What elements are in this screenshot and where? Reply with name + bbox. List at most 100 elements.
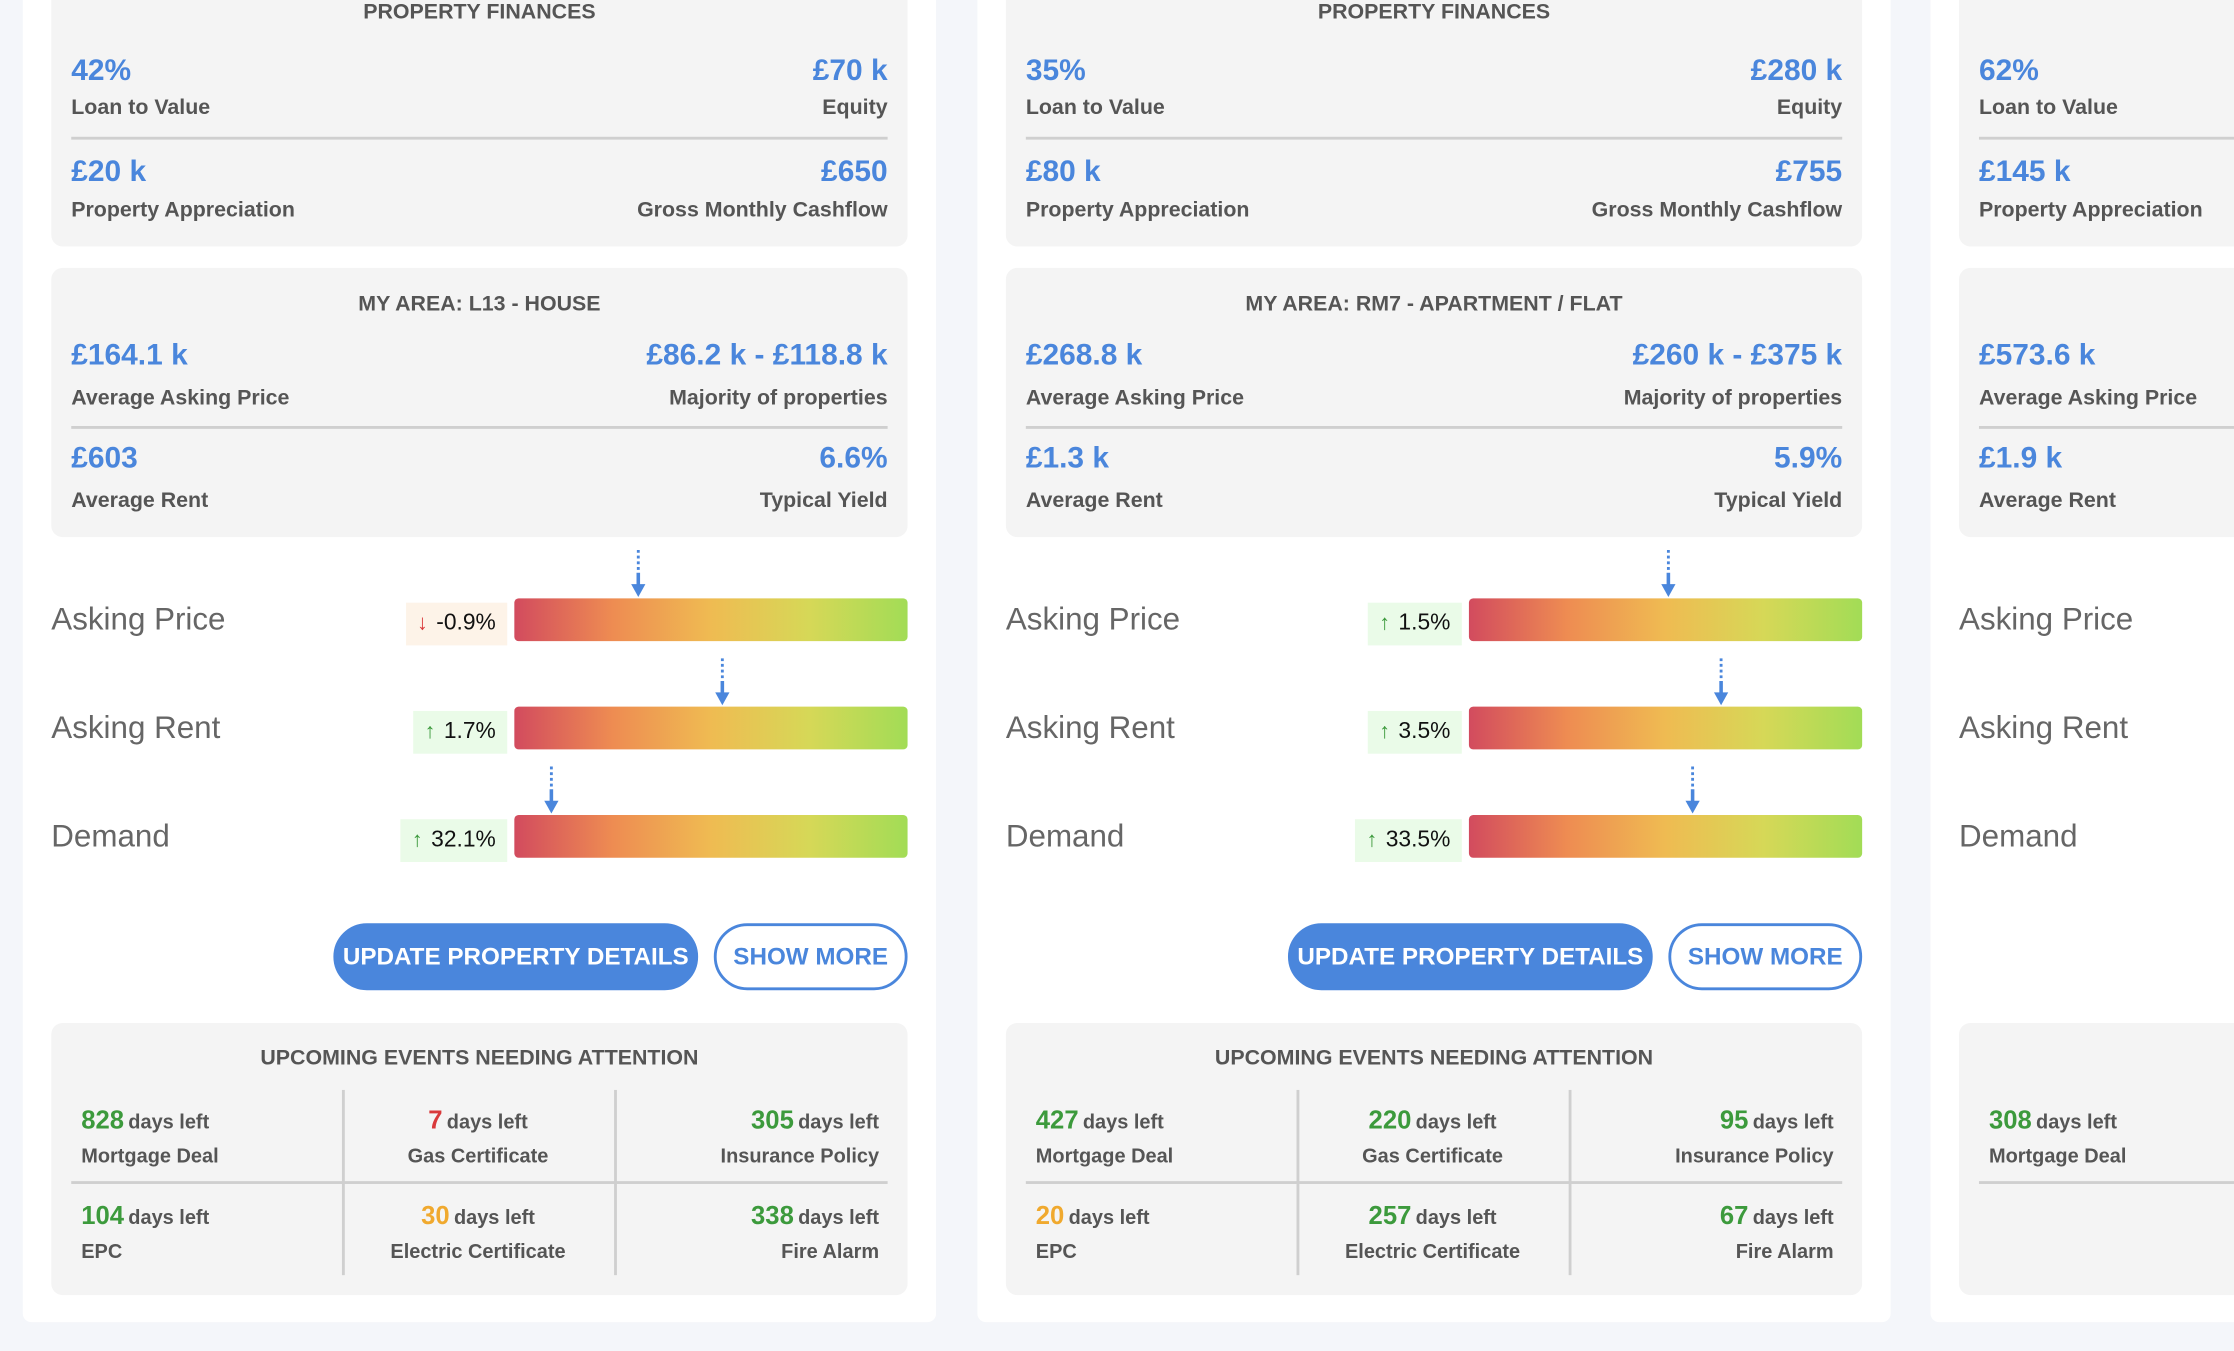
range-label: Majority of properties xyxy=(669,386,888,411)
event-days-line: 308 days left xyxy=(1989,1106,2234,1136)
my-area-panel: £573.6 k Average Asking Price £1.9 k Averag… xyxy=(1959,267,2234,538)
gauge-marker-arrow-icon xyxy=(1660,549,1677,598)
indicator-label: Asking Price xyxy=(51,601,226,637)
divider xyxy=(71,136,888,140)
event-days-count: 67 xyxy=(1719,1201,1749,1230)
days-left-label: days left xyxy=(2036,1109,2117,1133)
event-name: Insurance Policy xyxy=(720,1144,880,1167)
event-item[interactable]: 305 days left Insurance Policy xyxy=(614,1106,880,1167)
ltv-label: Loan to Value xyxy=(71,95,211,120)
cashflow-value: £755 xyxy=(1775,155,1843,189)
event-days-count: 308 xyxy=(1988,1105,2032,1135)
days-left-label: days left xyxy=(798,1109,880,1133)
event-days-line: 104 days left xyxy=(81,1201,353,1231)
appreciation-label: Property Appreciation xyxy=(71,198,295,223)
appreciation-value: £20 k xyxy=(71,155,147,189)
event-item[interactable]: 7 days left Gas Certificate xyxy=(342,1106,614,1167)
indicator-label: Demand xyxy=(1005,817,1125,854)
event-days-count: 95 xyxy=(1719,1105,1749,1135)
events-title: UPCOMING EVENTS NEEDING ATTENTION xyxy=(260,1045,699,1070)
property-card: PROPERTY FINANCES 35% Loan to Value £280 k E… xyxy=(977,0,1891,1323)
event-item[interactable]: 427 days left Mortgage Deal xyxy=(1036,1106,1308,1167)
divider xyxy=(71,426,888,429)
event-item[interactable]: 338 days left Fire Alarm xyxy=(614,1201,879,1262)
days-left-label: days left xyxy=(1752,1109,1834,1133)
area-title: MY AREA: L13 - HOUSE xyxy=(358,292,601,317)
trend-value: 33.5% xyxy=(1385,827,1451,853)
avg-rent-label: Average Rent xyxy=(71,488,209,513)
event-days-count: 7 xyxy=(428,1105,443,1135)
event-days-line: 20 days left xyxy=(1036,1201,1308,1231)
event-days-count: 427 xyxy=(1035,1105,1079,1135)
event-days-line: 67 days left xyxy=(1569,1201,1834,1231)
indicator-label: Demand xyxy=(1959,817,2078,854)
appreciation-value: £145 k xyxy=(1978,155,2071,189)
event-days-line: 305 days left xyxy=(614,1106,879,1136)
event-item[interactable]: 20 days left EPC xyxy=(1036,1201,1308,1262)
gauge-marker-arrow-icon xyxy=(1712,658,1729,706)
gauge-marker-arrow-icon xyxy=(630,549,647,598)
indicator-label: Asking Rent xyxy=(1005,709,1175,746)
days-left-label: days left xyxy=(128,1109,210,1133)
upcoming-events-panel: UPCOMING EVENTS NEEDING ATTENTION 828 days… xyxy=(51,1022,908,1296)
event-days-line: 7 days left xyxy=(342,1106,614,1136)
event-item[interactable]: 308 days left Mortgage Deal xyxy=(1989,1106,2234,1167)
update-property-details-button[interactable]: UPDATE PROPERTY DETAILS xyxy=(333,923,699,991)
yield-label: Typical Yield xyxy=(1714,488,1843,513)
arrow-down-icon: ↓ xyxy=(417,611,428,636)
arrow-up-icon: ↑ xyxy=(424,719,436,744)
event-name: Insurance Policy xyxy=(1675,1144,1834,1167)
my-area-panel: MY AREA: L13 - HOUSE £164.1 k Average Aski… xyxy=(51,267,908,538)
property-finances-panel: PROPERTY FINANCES 42% Loan to Value £70 k Eq… xyxy=(51,0,908,247)
event-item[interactable]: 30 days left Electric Certificate xyxy=(342,1201,614,1262)
ltv-label: Loan to Value xyxy=(1978,95,2118,120)
event-days-line: 338 days left xyxy=(614,1201,879,1231)
avg-price-label: Average Asking Price xyxy=(1978,386,2198,411)
upcoming-events-panel: UPCOMING EVENTS NEEDING ATTENTION 427 days… xyxy=(1005,1022,1863,1296)
event-days-count: 30 xyxy=(421,1201,450,1230)
trend-value: 1.7% xyxy=(443,719,496,744)
update-property-details-button[interactable]: UPDATE PROPERTY DETAILS xyxy=(1287,923,1653,991)
event-name: Fire Alarm xyxy=(781,1239,880,1263)
arrow-up-icon: ↑ xyxy=(1379,611,1390,636)
cashflow-value: £650 xyxy=(821,155,888,189)
event-item[interactable]: 220 days left Gas Certificate xyxy=(1297,1106,1569,1167)
show-more-button[interactable]: SHOW MORE xyxy=(713,923,908,991)
yield-value: 5.9% xyxy=(1773,441,1843,475)
trend-badge: ↑ 33.5% xyxy=(1355,819,1462,862)
event-days-count: 305 xyxy=(751,1105,794,1135)
indicator-label: Asking Rent xyxy=(1959,709,2129,746)
arrow-up-icon: ↑ xyxy=(1366,827,1378,853)
event-item[interactable]: 257 days left Electric Certificate xyxy=(1297,1201,1569,1262)
ltv-value: 42% xyxy=(71,54,132,87)
event-item[interactable]: 104 days left EPC xyxy=(81,1201,353,1262)
arrow-up-icon: ↑ xyxy=(411,827,423,853)
event-name: Mortgage Deal xyxy=(1035,1144,1174,1167)
event-days-line: 257 days left xyxy=(1297,1201,1569,1231)
event-item[interactable]: 67 days left Fire Alarm xyxy=(1569,1201,1834,1262)
days-left-label: days left xyxy=(798,1205,880,1229)
avg-rent-value: £1.3 k xyxy=(1025,441,1110,475)
equity-label: Equity xyxy=(822,95,888,120)
gradient-gauge-bar xyxy=(1468,598,1863,642)
divider xyxy=(71,1181,888,1184)
indicator-label: Asking Price xyxy=(1959,601,2134,637)
trend-badge: ↑ 1.7% xyxy=(413,710,508,754)
avg-price-label: Average Asking Price xyxy=(1025,386,1245,411)
event-item[interactable]: 95 days left Insurance Policy xyxy=(1569,1106,1834,1167)
avg-price-value: £573.6 k xyxy=(1978,339,2096,372)
avg-rent-label: Average Rent xyxy=(1978,488,2116,513)
yield-value: 6.6% xyxy=(819,441,888,475)
event-item[interactable]: 828 days left Mortgage Deal xyxy=(81,1106,353,1167)
cashflow-label: Gross Monthly Cashflow xyxy=(1591,198,1843,223)
gradient-gauge-bar xyxy=(1468,814,1863,858)
days-left-label: days left xyxy=(1415,1109,1497,1133)
divider xyxy=(1025,1181,1843,1184)
show-more-button[interactable]: SHOW MORE xyxy=(1668,923,1863,991)
days-left-label: days left xyxy=(1415,1205,1497,1229)
event-days-line: 220 days left xyxy=(1297,1106,1569,1136)
ltv-value: 62% xyxy=(1978,54,2039,87)
trend-badge: ↑ 3.5% xyxy=(1367,710,1462,754)
days-left-label: days left xyxy=(128,1205,210,1229)
